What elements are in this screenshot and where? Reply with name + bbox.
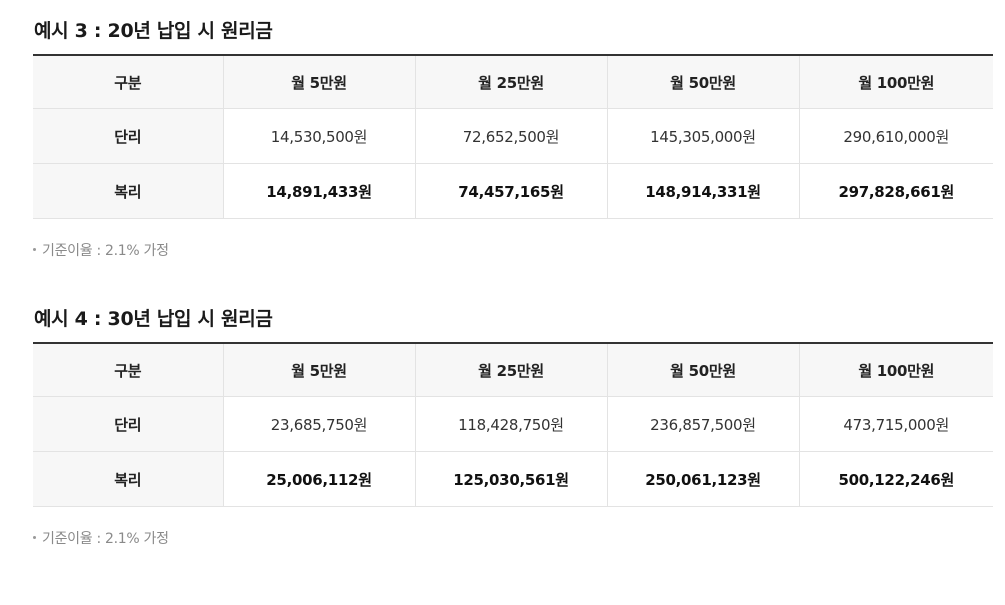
table-header-row: 구분 월 5만원 월 25만원 월 50만원 월 100만원 <box>33 343 993 397</box>
table-cell: 473,715,000원 <box>798 396 993 452</box>
table-cell: 148,914,331원 <box>606 163 799 219</box>
bullet-icon <box>33 248 36 251</box>
table-row: 복리 14,891,433원 74,457,165원 148,914,331원 … <box>33 163 993 219</box>
example-section: 예시 4 : 30년 납입 시 원리금 구분 월 5만원 월 25만원 월 50… <box>33 302 993 549</box>
table-cell: 14,530,500원 <box>222 108 415 164</box>
table-cell: 14,891,433원 <box>222 163 415 219</box>
table-cell: 145,305,000원 <box>606 108 799 164</box>
principal-interest-table: 구분 월 5만원 월 25만원 월 50만원 월 100만원 단리 23,685… <box>33 342 993 507</box>
table-cell: 125,030,561원 <box>414 451 607 507</box>
table-cell: 25,006,112원 <box>222 451 415 507</box>
principal-interest-table: 구분 월 5만원 월 25만원 월 50만원 월 100만원 단리 14,530… <box>33 54 993 219</box>
footnote-text: 기준이율 : 2.1% 가정 <box>42 531 169 547</box>
table-cell: 23,685,750원 <box>222 396 415 452</box>
column-header: 월 100만원 <box>798 343 993 397</box>
section-title: 예시 4 : 30년 납입 시 원리금 <box>34 308 273 330</box>
footnote: 기준이율 : 2.1% 가정 <box>33 241 993 261</box>
table-cell: 72,652,500원 <box>414 108 607 164</box>
column-header: 구분 <box>33 343 223 397</box>
table-cell: 74,457,165원 <box>414 163 607 219</box>
bullet-icon <box>33 536 36 539</box>
table-cell: 250,061,123원 <box>606 451 799 507</box>
column-header: 구분 <box>33 55 223 109</box>
table-cell: 118,428,750원 <box>414 396 607 452</box>
column-header: 월 100만원 <box>798 55 993 109</box>
row-label: 단리 <box>33 396 223 452</box>
table-cell: 290,610,000원 <box>798 108 993 164</box>
column-header: 월 5만원 <box>222 55 415 109</box>
column-header: 월 25만원 <box>414 55 607 109</box>
table-row: 복리 25,006,112원 125,030,561원 250,061,123원… <box>33 451 993 507</box>
row-label: 복리 <box>33 451 223 507</box>
table-cell: 297,828,661원 <box>798 163 993 219</box>
footnote-text: 기준이율 : 2.1% 가정 <box>42 243 169 259</box>
footnote: 기준이율 : 2.1% 가정 <box>33 529 993 549</box>
row-label: 복리 <box>33 163 223 219</box>
column-header: 월 50만원 <box>606 343 799 397</box>
table-row: 단리 14,530,500원 72,652,500원 145,305,000원 … <box>33 108 993 164</box>
section-title: 예시 3 : 20년 납입 시 원리금 <box>34 20 273 42</box>
table-row: 단리 23,685,750원 118,428,750원 236,857,500원… <box>33 396 993 452</box>
column-header: 월 50만원 <box>606 55 799 109</box>
table-cell: 236,857,500원 <box>606 396 799 452</box>
example-section: 예시 3 : 20년 납입 시 원리금 구분 월 5만원 월 25만원 월 50… <box>33 14 993 261</box>
table-header-row: 구분 월 5만원 월 25만원 월 50만원 월 100만원 <box>33 55 993 109</box>
column-header: 월 25만원 <box>414 343 607 397</box>
table-cell: 500,122,246원 <box>798 451 993 507</box>
row-label: 단리 <box>33 108 223 164</box>
column-header: 월 5만원 <box>222 343 415 397</box>
